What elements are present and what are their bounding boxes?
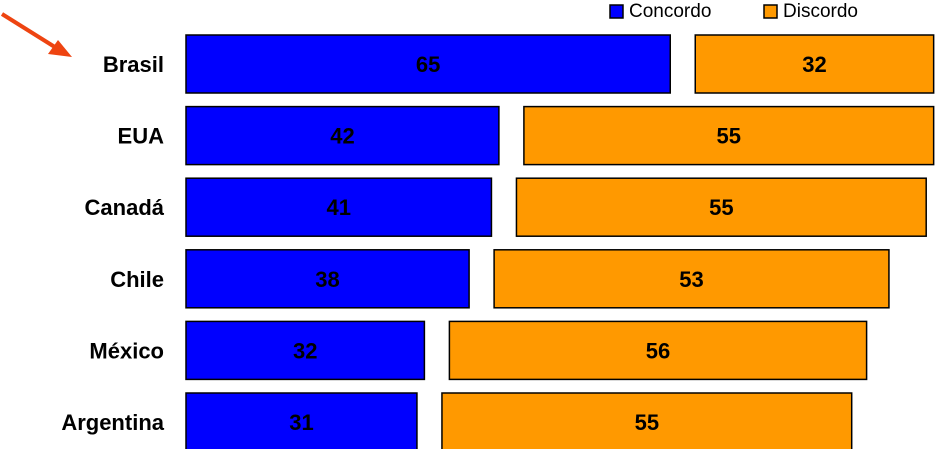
value-label-discordo-eua: 55 <box>717 124 741 149</box>
value-label-concordo-brasil: 65 <box>416 52 440 77</box>
legend: Concordo Discordo <box>609 1 858 22</box>
legend-swatch-concordo <box>609 4 624 19</box>
bar-concordo-brasil <box>185 34 671 94</box>
value-label-discordo-argentina: 55 <box>635 410 659 435</box>
bar-concordo-mexico <box>185 320 426 381</box>
bar-discordo-mexico <box>448 320 868 381</box>
bar-discordo-eua <box>523 105 935 166</box>
legend-swatch-discordo <box>763 4 778 19</box>
category-labels: Brasil EUA Canadá Chile México Argentina <box>61 52 164 435</box>
bar-concordo-argentina <box>185 392 418 449</box>
value-label-discordo-chile: 53 <box>679 267 703 292</box>
value-label-concordo-eua: 42 <box>330 124 354 149</box>
bar-discordo-chile <box>493 249 890 309</box>
bar-concordo-chile <box>185 249 470 309</box>
value-label-concordo-chile: 38 <box>315 267 339 292</box>
bar-concordo-canada <box>185 177 493 237</box>
legend-label-concordo: Concordo <box>629 1 711 22</box>
category-label-mexico: México <box>89 338 164 363</box>
category-label-chile: Chile <box>110 267 164 292</box>
highlight-arrow-head <box>48 40 72 57</box>
bars-group: 65 32 42 55 41 55 38 53 32 56 31 55 <box>185 34 935 449</box>
category-label-argentina: Argentina <box>61 410 164 435</box>
category-label-canada: Canadá <box>85 195 165 220</box>
value-label-discordo-mexico: 56 <box>646 338 670 363</box>
value-label-discordo-canada: 55 <box>709 195 733 220</box>
value-label-concordo-mexico: 32 <box>293 338 317 363</box>
value-label-concordo-canada: 41 <box>326 195 350 220</box>
highlight-arrow-shaft <box>0 12 60 51</box>
highlight-arrow <box>0 12 72 57</box>
bar-concordo-eua <box>185 105 500 166</box>
bar-discordo-argentina <box>441 392 853 449</box>
bar-discordo-canada <box>515 177 927 237</box>
category-label-eua: EUA <box>118 124 165 149</box>
value-label-concordo-argentina: 31 <box>289 410 313 435</box>
value-label-discordo-brasil: 32 <box>802 52 826 77</box>
category-label-brasil: Brasil <box>103 52 164 77</box>
bar-discordo-brasil <box>694 34 935 94</box>
legend-label-discordo: Discordo <box>783 1 858 22</box>
